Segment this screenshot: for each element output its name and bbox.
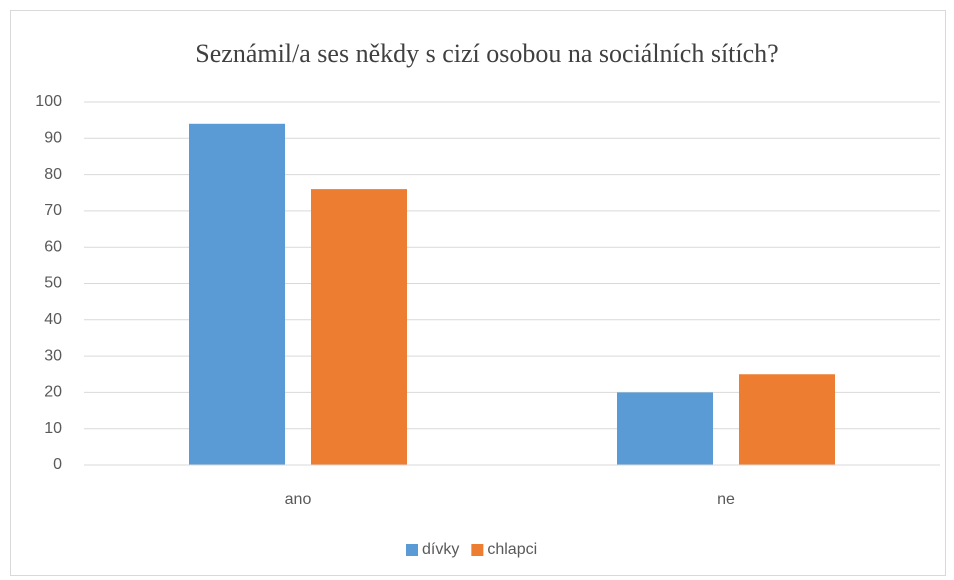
legend-swatch	[471, 544, 484, 556]
legend-swatch	[406, 544, 418, 556]
legend-label: chlapci	[487, 541, 537, 558]
bar	[311, 189, 407, 465]
y-tick-label: 100	[35, 93, 62, 110]
chart-frame	[10, 10, 946, 576]
bar	[189, 123, 285, 465]
chart-title: Seznámil/a ses někdy s cizí osobou na so…	[195, 39, 778, 68]
legend-label: dívky	[422, 541, 459, 558]
y-tick-label: 50	[44, 275, 62, 292]
y-tick-label: 30	[44, 347, 62, 364]
x-tick-label: ano	[285, 491, 312, 508]
bar	[739, 374, 835, 465]
y-tick-label: 40	[44, 311, 62, 328]
bar	[617, 392, 713, 465]
y-tick-label: 90	[44, 130, 62, 147]
y-tick-label: 60	[44, 238, 62, 255]
y-tick-label: 20	[44, 384, 62, 401]
y-tick-label: 70	[44, 202, 62, 219]
x-tick-label: ne	[717, 491, 735, 508]
y-tick-label: 10	[44, 420, 62, 437]
y-tick-label: 0	[53, 456, 62, 473]
y-tick-label: 80	[44, 166, 62, 183]
